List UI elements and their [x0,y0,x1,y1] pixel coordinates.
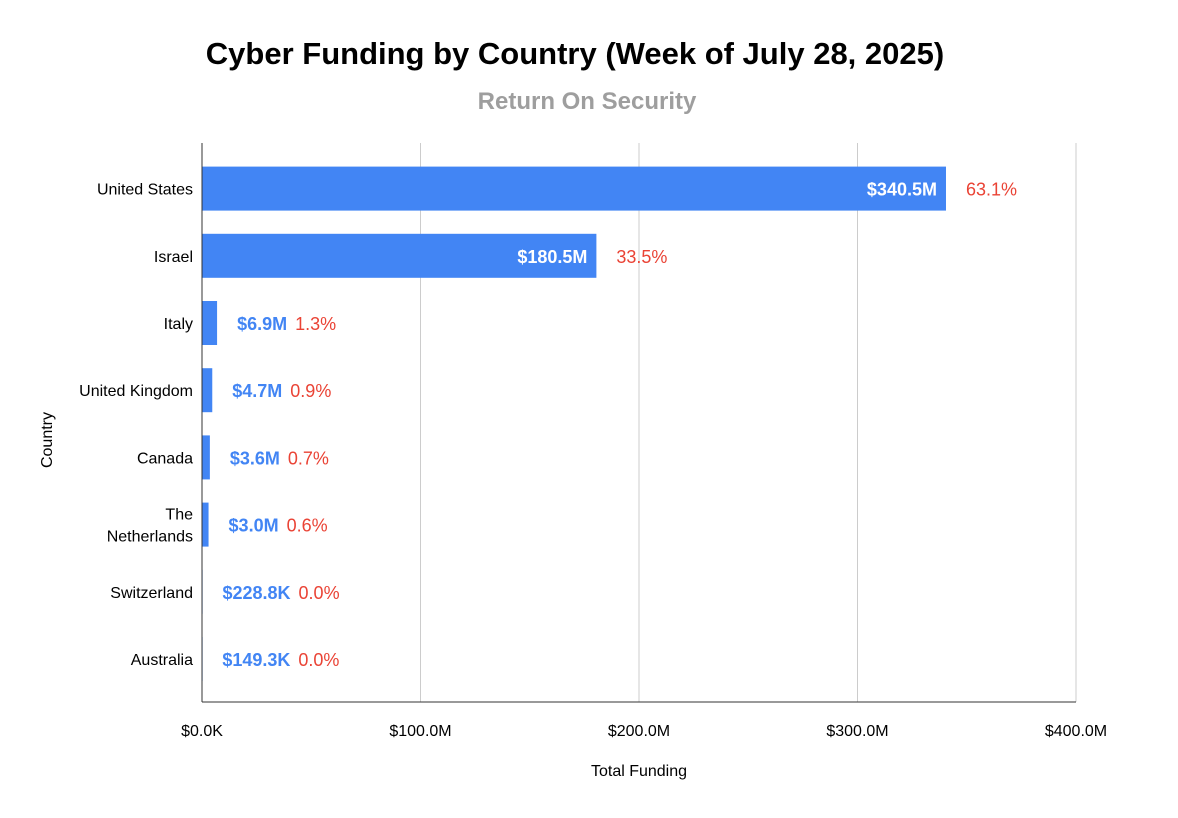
data-label: $149.3K [222,650,290,670]
bar [202,166,946,211]
data-label: $228.8K [222,583,290,603]
x-tick-label: $300.0M [826,723,888,740]
percent-label: 0.0% [299,583,340,603]
data-label: $3.0M [229,516,279,536]
chart-subtitle: Return On Security [477,88,697,115]
data-label: $340.5M [867,180,937,200]
percent-label: 0.6% [287,516,328,536]
percent-label: 0.9% [290,381,331,401]
bar [202,368,213,413]
percent-label: 1.3% [295,314,336,334]
y-tick-label: Switzerland [110,585,193,602]
y-tick-label: Australia [131,652,193,669]
x-tick-label: $0.0K [181,723,223,740]
percent-label: 0.0% [298,650,339,670]
x-tick-label: $200.0M [608,723,670,740]
bar [202,233,597,278]
chart-title: Cyber Funding by Country (Week of July 2… [205,36,945,71]
y-tick-label: The Netherlands [107,507,193,546]
bars: $340.5M 63.1% $180.5M 33.5% $6.9M 1.3% $4.7M 0.… [202,166,1017,681]
bar [202,301,218,345]
y-tick-label: United States [97,182,193,199]
bar [202,435,210,480]
axes: $0.0K $100.0M $200.0M $300.0M $400.0M United … [79,143,1107,740]
data-label: $6.9M [237,314,287,334]
data-label: $180.5M [517,247,587,267]
bar [202,502,209,547]
data-label: $3.6M [230,448,280,468]
x-tick-label: $400.0M [1045,723,1107,740]
x-tick-label: $100.0M [389,723,451,740]
x-axis-title: Total Funding [591,763,687,780]
y-tick-label: United Kingdom [79,383,193,400]
y-axis-title: Country [39,412,56,468]
percent-label: 63.1% [966,180,1017,200]
y-tick-label: Canada [137,450,193,467]
y-tick-label: Israel [154,249,193,266]
data-label: $4.7M [232,381,282,401]
percent-label: 0.7% [288,448,329,468]
y-tick-label: Italy [164,316,193,333]
percent-label: 33.5% [616,247,667,267]
gridlines [420,143,1077,702]
